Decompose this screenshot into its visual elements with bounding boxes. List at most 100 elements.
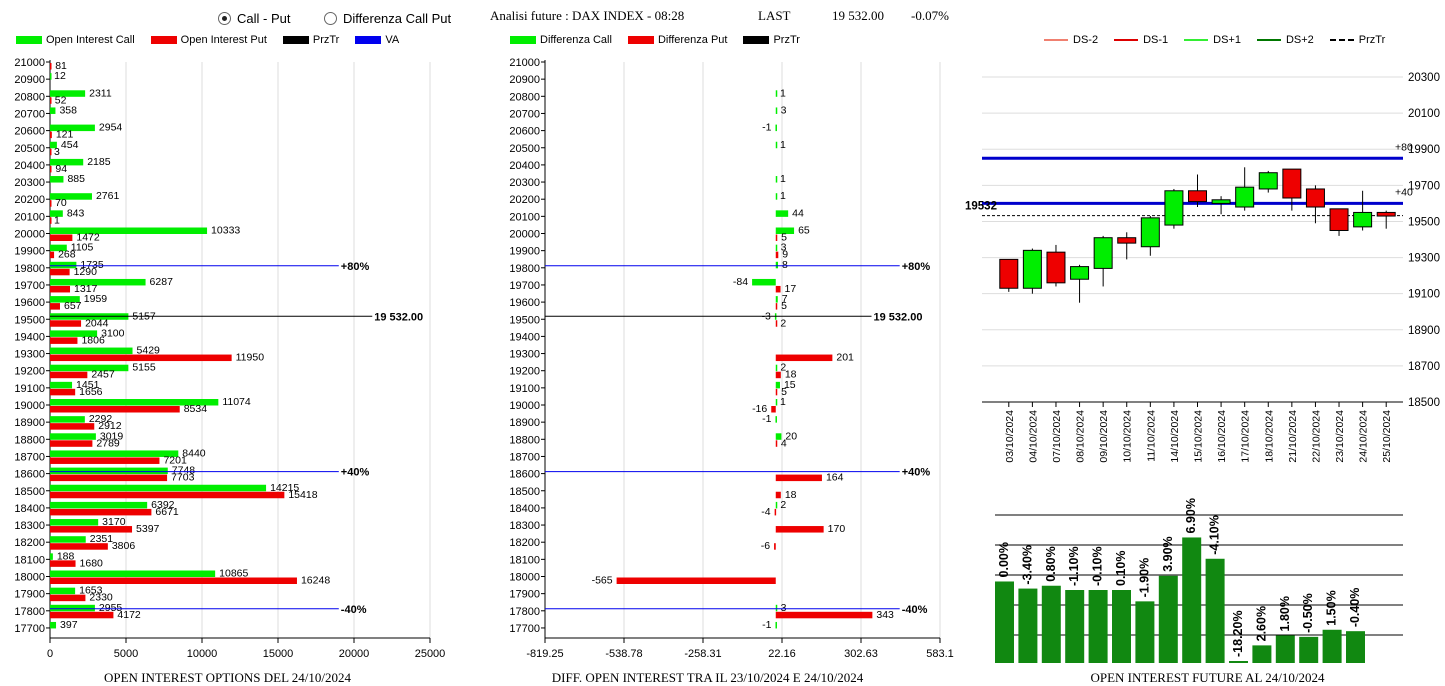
strike-label: 17700	[14, 623, 45, 635]
strike-label: 18500	[509, 486, 540, 498]
radio-differenza-indicator[interactable]	[324, 12, 337, 25]
radio-call-put[interactable]: Call - Put	[218, 11, 290, 26]
x-tick-label: 22.16	[768, 648, 796, 660]
date-label: 22/10/2024	[1310, 410, 1322, 463]
reference-label: 19 532.00	[874, 311, 923, 323]
data-label: 201	[836, 352, 854, 364]
bar-call	[775, 227, 795, 234]
x-tick-label: 15000	[263, 648, 294, 660]
candle-body	[1188, 190, 1207, 203]
strike-label: 19200	[14, 366, 45, 378]
bar-put	[50, 320, 82, 327]
data-label: 2789	[96, 437, 120, 449]
strike-label: 19800	[14, 263, 45, 275]
bar-put	[771, 406, 776, 413]
x-tick-label: 25000	[415, 648, 446, 660]
x-tick-label: -258.31	[684, 648, 721, 660]
strike-label: 18200	[509, 537, 540, 549]
data-label: 16248	[301, 575, 330, 587]
header-title: Analisi future : DAX INDEX - 08:28	[490, 8, 685, 23]
data-label: 17	[785, 283, 797, 295]
strike-label: 18900	[14, 417, 45, 429]
candle-body	[999, 258, 1019, 289]
bar-put	[50, 337, 78, 344]
bar-call	[50, 124, 95, 132]
bar-put	[775, 388, 778, 396]
data-label: 1656	[79, 386, 103, 398]
bar-call	[775, 399, 778, 406]
bar-call	[50, 467, 168, 475]
reference-label: -40%	[341, 604, 367, 616]
bar-call	[50, 570, 216, 577]
data-label: -84	[733, 276, 748, 288]
data-label: -6	[761, 540, 770, 552]
strike-label: 19600	[14, 297, 45, 309]
data-label: 1	[780, 173, 786, 185]
candle-body	[1353, 211, 1373, 228]
data-label: 3806	[112, 540, 136, 552]
strike-label: 20000	[14, 229, 45, 241]
data-label: 885	[67, 173, 85, 185]
radio-call-put-indicator[interactable]	[218, 12, 231, 25]
candle-body	[1329, 208, 1349, 231]
bar-put	[775, 440, 778, 447]
bar-put	[50, 423, 95, 430]
strike-label: 17900	[14, 589, 45, 601]
data-label: -4	[761, 506, 770, 518]
oi-bar	[1065, 590, 1085, 663]
data-label: 9	[782, 249, 788, 261]
legend-line	[1329, 39, 1354, 41]
bar-put	[50, 526, 133, 533]
date-label: 17/10/2024	[1240, 410, 1252, 463]
data-label: 843	[67, 207, 85, 219]
strike-label: 18600	[14, 469, 45, 481]
bar-put	[50, 406, 180, 413]
data-label: 8534	[184, 403, 208, 415]
y-tick-label: 18500	[1408, 397, 1440, 409]
data-label: 5	[781, 300, 787, 312]
bar-call	[50, 433, 96, 440]
strike-label: 20200	[509, 194, 540, 206]
bar-call	[775, 124, 777, 132]
caption-future: OPEN INTEREST FUTURE AL 24/10/2024	[1090, 670, 1325, 685]
bar-call	[50, 587, 76, 595]
legend-swatch	[627, 36, 654, 44]
legend-line	[1184, 39, 1209, 41]
data-label: 1105	[71, 242, 94, 254]
bar-put	[50, 594, 86, 602]
radio-differenza-call-put[interactable]: Differenza Call Put	[324, 11, 451, 26]
strike-label: 20200	[14, 194, 45, 206]
data-label: 10865	[219, 568, 248, 580]
strike-label: 20500	[14, 143, 45, 155]
bar-put	[50, 543, 108, 550]
data-label: 1653	[79, 585, 103, 597]
bar-call	[50, 158, 84, 166]
legend-swatch	[355, 36, 382, 44]
bar-put	[50, 97, 52, 104]
bar-put	[775, 611, 873, 619]
strike-label: 19900	[509, 246, 540, 258]
data-label: 18	[785, 489, 797, 501]
oi-bar	[1158, 575, 1178, 663]
radio-differenza-label: Differenza Call Put	[343, 11, 452, 26]
bar-call	[50, 193, 92, 200]
strike-label: 19500	[14, 314, 45, 326]
bar-call	[50, 416, 85, 423]
oi-bar	[1041, 585, 1061, 663]
bar-put	[50, 611, 114, 619]
data-label: 1290	[74, 266, 98, 278]
data-label: 44	[792, 207, 804, 219]
strike-label: 19700	[509, 280, 540, 292]
candle-body	[1093, 237, 1113, 269]
oi-bar-label: 6.90%	[1184, 498, 1198, 533]
legend-label: DS-2	[1073, 34, 1099, 46]
strike-label: 18900	[509, 417, 540, 429]
data-label: 1	[54, 214, 60, 226]
legend-middle: Differenza Call Differenza Put PrzTr	[510, 34, 816, 46]
legend-label: DS+1	[1213, 34, 1241, 46]
data-label: 164	[826, 472, 844, 484]
data-label: 7201	[163, 454, 187, 466]
legend-item-ds-2: DS-2	[1044, 34, 1098, 46]
candle-body	[1235, 186, 1255, 208]
